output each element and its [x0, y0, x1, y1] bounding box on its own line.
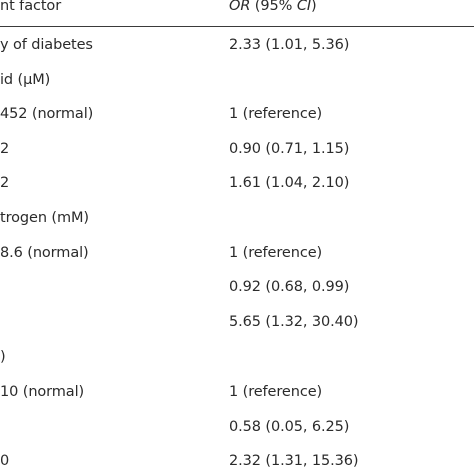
- row-1-factor: y of diabetes: [0, 37, 93, 53]
- row-1-value: 2.33 (1.01, 5.36): [229, 37, 350, 53]
- row-10-factor: ): [0, 349, 6, 365]
- row-11-value: 1 (reference): [229, 384, 323, 400]
- row-2-factor: id (μM): [0, 72, 51, 88]
- table-header: nt factor OR (95% CI): [0, 0, 474, 27]
- row-12-value: 0.58 (0.05, 6.25): [229, 419, 350, 435]
- row-3-factor: 452 (normal): [0, 106, 94, 122]
- header-or-ci: OR (95% CI): [229, 0, 317, 15]
- row-9-value: 5.65 (1.32, 30.40): [229, 314, 359, 330]
- row-6-factor: trogen (mM): [0, 210, 89, 226]
- row-11-factor: 10 (normal): [0, 384, 85, 400]
- header-ci-open: (95%: [250, 0, 297, 14]
- row-5-value: 1.61 (1.04, 2.10): [229, 175, 350, 191]
- row-3-value: 1 (reference): [229, 106, 323, 122]
- row-13-value: 2.32 (1.31, 15.36): [229, 453, 359, 469]
- header-or: OR: [229, 0, 251, 14]
- row-7-value: 1 (reference): [229, 245, 323, 261]
- row-4-value: 0.90 (0.71, 1.15): [229, 141, 350, 157]
- header-factor: nt factor: [0, 0, 62, 14]
- row-4-factor: 2: [0, 141, 10, 157]
- header-ci: CI: [296, 0, 312, 14]
- row-7-factor: 8.6 (normal): [0, 245, 89, 261]
- header-ci-close: ): [311, 0, 317, 14]
- row-5-factor: 2: [0, 175, 10, 191]
- row-13-factor: 0: [0, 453, 10, 469]
- row-8-value: 0.92 (0.68, 0.99): [229, 279, 350, 295]
